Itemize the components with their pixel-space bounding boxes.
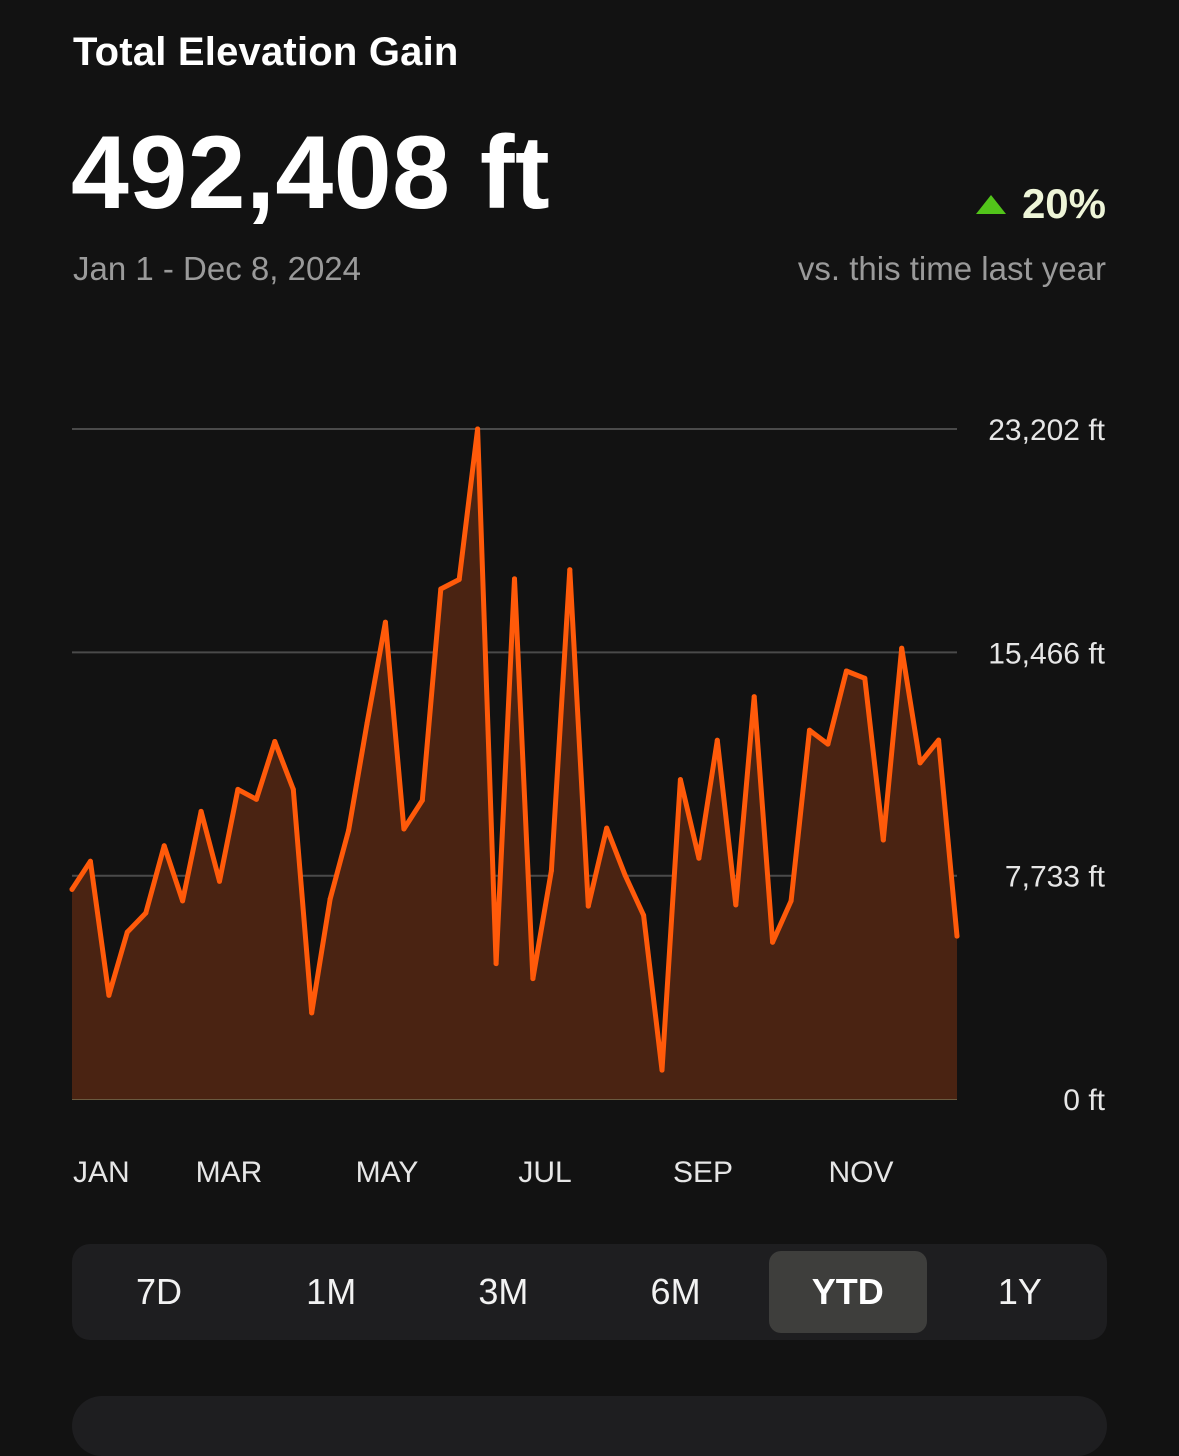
range-selector: 7D 1M 3M 6M YTD 1Y [72,1244,1107,1340]
data-point [161,843,167,849]
y-tick-label: 15,466 ft [988,637,1105,670]
data-point [751,694,757,700]
data-point [567,567,573,573]
data-point [659,1067,665,1073]
data-point [677,777,683,783]
x-tick-label: JUL [518,1156,571,1189]
triangle-up-icon [975,194,1006,214]
data-point [290,786,296,792]
change-percent: 20% [1021,180,1106,227]
data-point [180,898,186,904]
data-point [917,760,923,766]
range-7d-button[interactable]: 7D [135,1271,183,1312]
data-point [143,910,149,916]
data-point [585,903,591,909]
data-point [124,929,130,935]
date-range: Jan 1 - Dec 8, 2024 [73,250,362,287]
y-tick-label: 7,733 ft [1005,861,1106,894]
range-6m-button[interactable]: 6M [650,1271,701,1312]
next-card [72,1396,1107,1456]
chart-x-axis: JAN MAR MAY JUL SEP NOV [73,1156,894,1189]
data-point [309,1010,315,1016]
data-point [253,796,259,802]
data-point [788,898,794,904]
y-tick-label: 23,202 ft [988,414,1105,447]
x-tick-label: NOV [828,1156,893,1189]
data-point [880,837,886,843]
data-point [733,902,739,908]
data-point [512,576,517,582]
x-tick-label: MAY [356,1156,419,1189]
x-tick-label: JAN [73,1156,130,1189]
x-tick-label: MAR [196,1156,263,1189]
chart-y-axis: 23,202 ft 15,466 ft 7,733 ft 0 ft [988,414,1105,1117]
data-point [936,737,942,743]
data-point [843,668,849,674]
chart-area-fill [72,429,957,1099]
data-point [548,868,554,874]
data-point [641,912,647,918]
data-point [106,992,112,998]
elevation-chart: 23,202 ft 15,466 ft 7,733 ft 0 ft JAN MAR MAY… [69,414,1106,1189]
compare-text: vs. this time last year [797,250,1106,287]
data-point [217,878,222,884]
data-point [327,896,333,902]
data-point [807,727,812,733]
data-point [862,675,868,681]
data-point [714,737,720,743]
data-point [401,826,407,832]
change-indicator: 20% [975,180,1106,228]
data-point [438,586,444,592]
data-point [382,619,388,625]
data-point [272,739,278,744]
data-point [235,786,241,792]
data-point [622,872,628,878]
data-point [899,645,905,651]
data-point [825,741,831,747]
range-3m-button[interactable]: 3M [478,1271,529,1312]
page-title: Total Elevation Gain [73,30,459,74]
data-point [87,858,93,864]
chart-points [69,426,960,1073]
data-point [493,961,499,967]
data-point [456,577,462,582]
data-point [604,825,610,831]
data-point [198,808,204,814]
data-point [696,855,702,861]
total-value: 492,408 ft [71,115,551,231]
data-point [364,721,370,727]
data-point [475,426,481,432]
data-point [69,886,75,892]
data-point [530,976,536,982]
data-point [954,933,960,939]
y-tick-label: 0 ft [1063,1084,1105,1117]
range-ytd-button[interactable]: YTD [768,1251,927,1333]
range-1y-button[interactable]: 1Y [997,1271,1042,1312]
data-point [419,797,425,803]
x-tick-label: SEP [673,1156,733,1189]
data-point [346,827,352,833]
data-point [770,939,776,945]
range-1m-button[interactable]: 1M [306,1271,357,1312]
